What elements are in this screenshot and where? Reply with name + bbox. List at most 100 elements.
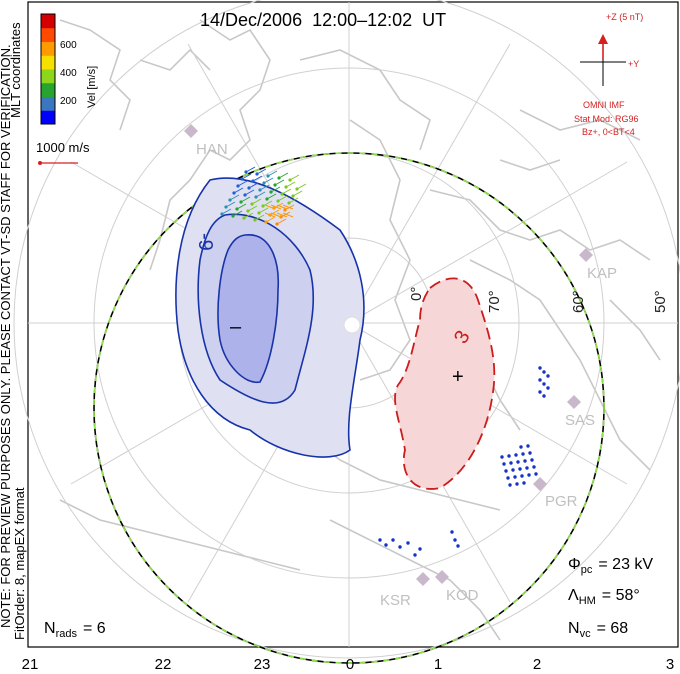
velocity-vector: [270, 212, 282, 218]
mlt-tick-0: 0: [346, 656, 354, 673]
mlt-tick-1: 1: [434, 656, 442, 673]
radar-marker-sas: [567, 395, 581, 409]
velocity-vector-origin: [516, 460, 520, 464]
velocity-vector: [229, 194, 240, 201]
colorbar-step: [41, 55, 55, 70]
velocity-vector-origin: [526, 444, 530, 448]
velocity-vector-origin: [522, 481, 526, 485]
colorbar-step: [41, 14, 55, 29]
velocity-vector: [270, 204, 282, 210]
velocity-vector: [244, 189, 255, 196]
velocity-vector: [254, 214, 265, 221]
velocity-vector-origin: [538, 366, 542, 370]
velocity-colorbar: 600 400 200 Vel [m/s]: [40, 13, 98, 125]
velocity-vector: [225, 201, 236, 208]
velocity-vector-origin: [456, 544, 460, 548]
velocity-vector-origin: [538, 378, 542, 382]
velocity-vector-origin: [542, 370, 546, 374]
velocity-vector-origin: [532, 465, 536, 469]
velocity-vector-origin: [413, 553, 417, 557]
radar-marker-ksr: [416, 572, 430, 586]
velocity-vector: [262, 200, 273, 207]
velocity-vector-origin: [514, 453, 518, 457]
radar-label-pgr: PGR: [545, 493, 578, 510]
latitude-label-70: 70°: [486, 290, 503, 313]
velocity-vector: [237, 180, 248, 187]
velocity-vector-origin: [528, 451, 532, 455]
radar-markers: [184, 124, 593, 586]
colorbar-tick-200: 200: [60, 96, 77, 107]
velocity-vector: [265, 216, 276, 223]
velocity-vector: [251, 198, 262, 205]
velocity-vector-origin: [527, 473, 531, 477]
velocity-vector: [245, 166, 256, 173]
velocity-vector-origin: [513, 475, 517, 479]
velocity-vector-origin: [391, 538, 395, 542]
velocity-vector: [276, 204, 288, 210]
negative-potential-cell: [175, 177, 365, 458]
colorbar-step: [41, 27, 55, 42]
velocity-vector: [255, 191, 266, 198]
velocity-vector-origin: [538, 390, 542, 394]
stat-nvc: Nvc = 68: [568, 620, 628, 640]
radar-marker-kod: [435, 570, 449, 584]
velocity-vector-origin: [546, 386, 550, 390]
latitude-label-partial: 0°: [408, 287, 425, 301]
velocity-vector: [264, 204, 276, 210]
velocity-vector: [296, 183, 307, 190]
mlt-tick-23: 23: [254, 656, 271, 673]
colorbar-unit-label: Vel [m/s]: [86, 66, 98, 108]
velocity-vector: [263, 177, 274, 184]
negative-contour-label: -9: [194, 233, 216, 251]
velocity-vector: [269, 209, 280, 216]
colorbar-step: [41, 96, 55, 111]
velocity-vector: [232, 210, 243, 217]
colorbar-step: [41, 69, 55, 84]
imf-clock: +Z (5 nT) +Y OMNI IMF Stat Mod: RG96 Bz+…: [574, 12, 643, 137]
mlt-tick-21: 21: [22, 656, 39, 673]
velocity-vector: [278, 172, 289, 179]
velocity-vector: [289, 174, 300, 181]
velocity-vector-origin: [511, 468, 515, 472]
velocity-vector-origin: [523, 459, 527, 463]
colorbar-tick-400: 400: [60, 68, 77, 79]
velocity-vector-origin: [450, 530, 454, 534]
velocity-vector: [288, 197, 299, 204]
radar-label-kod: KOD: [446, 587, 479, 604]
velocity-vector-origin: [515, 482, 519, 486]
velocity-vector: [276, 212, 288, 218]
velocity-vector: [243, 212, 254, 219]
velocity-vector-origin: [530, 458, 534, 462]
fit-order-note: FitOrder: 8, mapEX format: [12, 487, 27, 640]
velocity-vector: [264, 212, 276, 218]
velocity-vector: [282, 212, 294, 218]
preview-notice: NOTE: FOR PREVIEW PURPOSES ONLY. PLEASE …: [0, 44, 13, 628]
velocity-vector: [240, 196, 251, 203]
latitude-label-50: 50°: [652, 290, 669, 313]
velocity-vector: [236, 203, 247, 210]
velocity-vector: [248, 182, 259, 189]
stat-nrads: Nrads = 6: [44, 620, 106, 640]
positive-potential-cell: [394, 277, 496, 490]
velocity-vector-origin: [546, 374, 550, 378]
potential-min-marker: –: [230, 316, 242, 338]
velocity-vector: [274, 179, 285, 186]
colorbar-step: [41, 110, 55, 125]
velocity-vector-origin: [378, 538, 382, 542]
pole-marker: [343, 316, 361, 334]
mlt-tick-22: 22: [155, 656, 172, 673]
imf-source: OMNI IMF: [583, 100, 625, 110]
velocity-vector: [241, 173, 252, 180]
velocity-vector: [292, 190, 303, 197]
imf-condition: Bz+, 0<BT<4: [582, 127, 635, 137]
velocity-vector-origin: [500, 455, 504, 459]
coordinate-system-label: MLT coordinates: [8, 22, 23, 118]
velocity-vector-origin: [525, 466, 529, 470]
velocity-vector: [285, 181, 296, 188]
velocity-vector: [252, 175, 263, 182]
velocity-vector-origin: [542, 394, 546, 398]
reference-vector-label: 1000 m/s: [36, 140, 90, 155]
radar-marker-han: [184, 124, 198, 138]
map-title: 14/Dec/2006 12:00–12:02 UT: [200, 10, 446, 30]
